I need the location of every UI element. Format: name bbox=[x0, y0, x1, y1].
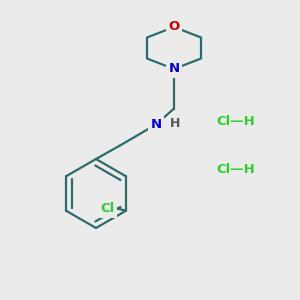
Text: Cl: Cl bbox=[100, 202, 114, 215]
Text: Cl—H: Cl—H bbox=[216, 163, 255, 176]
Text: H: H bbox=[169, 117, 180, 130]
Text: O: O bbox=[168, 20, 180, 34]
Text: N: N bbox=[150, 118, 162, 131]
Text: Cl—H: Cl—H bbox=[216, 115, 255, 128]
Text: N: N bbox=[168, 62, 180, 76]
